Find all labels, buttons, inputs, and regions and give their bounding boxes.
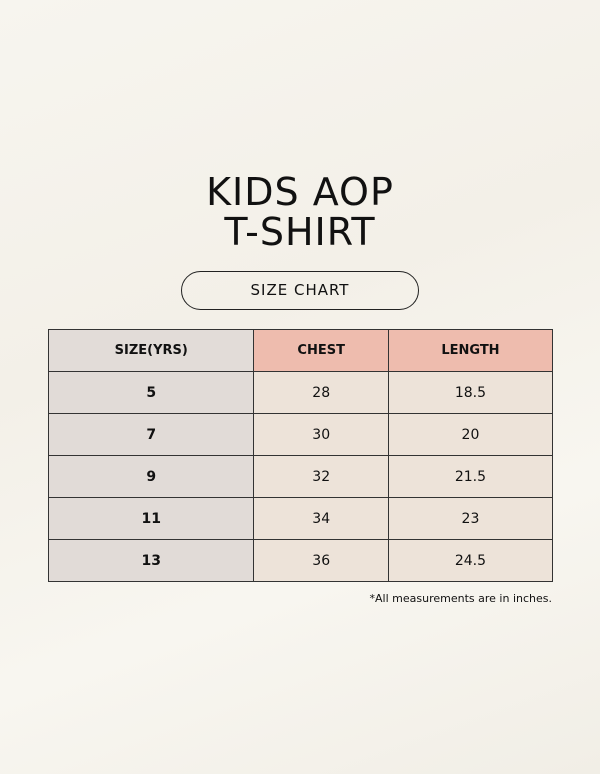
cell: 21.5 [387, 455, 554, 498]
cell: 36 [253, 539, 389, 582]
cell: 7 [47, 413, 255, 456]
cell: 30 [253, 413, 389, 456]
cell: 9 [47, 455, 255, 498]
cell: 13 [47, 539, 255, 582]
cell: 5 [47, 371, 255, 414]
size-table: SIZE(YRS) CHEST LENGTH 5 28 18.5 7 30 20 9 32 21.5 1… [47, 329, 554, 582]
title-line: T-SHIRT [224, 210, 376, 254]
cell: 28 [253, 371, 389, 414]
cell: 34 [253, 497, 389, 540]
row: 13 36 24.5 [47, 539, 554, 582]
title: KIDS AOP T-SHIRT [0, 172, 600, 252]
header-cell: CHEST [253, 329, 389, 372]
subtitle: SIZE CHART [181, 271, 419, 310]
row: 5 28 18.5 [47, 371, 554, 414]
title-line: KIDS AOP [206, 170, 394, 214]
cell: 32 [253, 455, 389, 498]
cell: 11 [47, 497, 255, 540]
row: 7 30 20 [47, 413, 554, 456]
header-cell: LENGTH [387, 329, 554, 372]
cell: 20 [387, 413, 554, 456]
cell: 18.5 [387, 371, 554, 414]
cell: 23 [387, 497, 554, 540]
footnote: *All measurements are in inches. [369, 592, 552, 605]
row: 11 34 23 [47, 497, 554, 540]
header-cell: SIZE(YRS) [47, 329, 255, 372]
row: 9 32 21.5 [47, 455, 554, 498]
cell: 24.5 [387, 539, 554, 582]
